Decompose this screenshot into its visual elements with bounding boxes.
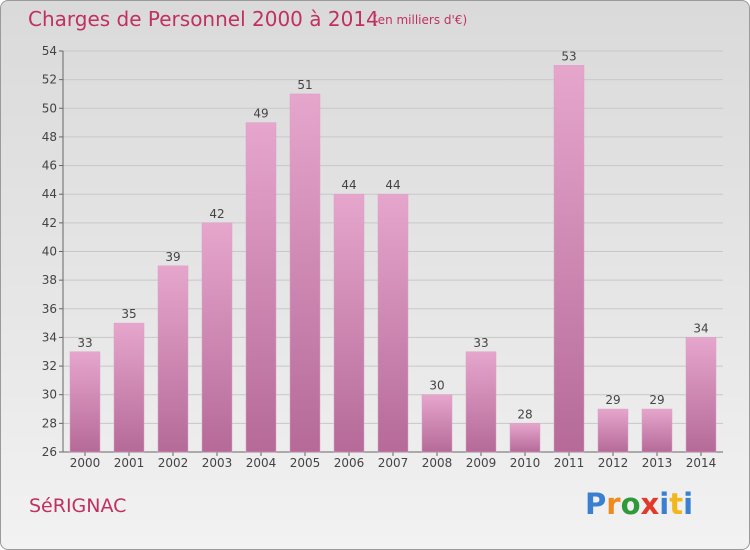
bar — [377, 193, 409, 453]
logo-letter: i — [659, 487, 670, 521]
bar — [157, 265, 189, 453]
proxiti-logo: Proxiti — [585, 487, 693, 521]
x-tick-label: 2006 — [334, 456, 365, 470]
y-tick-label: 52 — [42, 73, 57, 87]
x-tick-label: 2012 — [598, 456, 629, 470]
y-tick-label: 36 — [42, 302, 57, 316]
bar — [685, 337, 717, 453]
data-label: 44 — [385, 178, 400, 192]
data-label: 39 — [165, 250, 180, 264]
bar — [597, 408, 629, 453]
bar — [113, 322, 145, 453]
y-tick-label: 28 — [42, 416, 57, 430]
data-label: 30 — [429, 379, 444, 393]
y-tick-label: 40 — [42, 245, 57, 259]
logo-letter: t — [669, 487, 684, 521]
bar — [289, 93, 321, 453]
y-tick-label: 44 — [42, 187, 57, 201]
y-tick-label: 38 — [42, 273, 57, 287]
bar — [421, 394, 453, 453]
bar — [69, 351, 101, 453]
bar — [509, 423, 541, 453]
y-tick-label: 34 — [42, 330, 57, 344]
x-tick-label: 2007 — [378, 456, 409, 470]
bars — [69, 65, 717, 453]
x-tick-label: 2002 — [158, 456, 189, 470]
data-label: 51 — [297, 78, 312, 92]
logo-letter: i — [683, 487, 694, 521]
x-tick-label: 2001 — [114, 456, 145, 470]
chart-subtitle: (en milliers d'€) — [373, 13, 468, 27]
data-label: 42 — [209, 207, 224, 221]
y-tick-label: 48 — [42, 130, 57, 144]
data-label: 35 — [121, 307, 136, 321]
x-tick-label: 2014 — [686, 456, 717, 470]
logo-letter: x — [640, 487, 660, 521]
data-label: 49 — [253, 107, 268, 121]
bar — [333, 193, 365, 453]
commune-name: SéRIGNAC — [29, 495, 127, 517]
y-tick-label: 46 — [42, 159, 57, 173]
data-label: 33 — [473, 336, 488, 350]
y-tick-label: 50 — [42, 101, 57, 115]
x-tick-label: 2004 — [246, 456, 277, 470]
y-tick-label: 54 — [42, 44, 57, 58]
logo-letter: o — [620, 487, 641, 521]
logo-letter: r — [606, 487, 621, 521]
x-tick-label: 2010 — [510, 456, 541, 470]
y-tick-label: 30 — [42, 388, 57, 402]
bar — [465, 351, 497, 453]
y-tick-label: 26 — [42, 445, 57, 459]
x-tick-label: 2011 — [554, 456, 585, 470]
data-label: 53 — [561, 49, 576, 63]
bar — [201, 222, 233, 453]
data-label: 44 — [341, 178, 356, 192]
x-tick-label: 2013 — [642, 456, 673, 470]
data-label: 28 — [517, 407, 532, 421]
data-label: 29 — [649, 393, 664, 407]
data-label: 29 — [605, 393, 620, 407]
y-tick-label: 32 — [42, 359, 57, 373]
x-tick-label: 2000 — [70, 456, 101, 470]
bar — [245, 122, 277, 453]
data-label: 33 — [77, 336, 92, 350]
bar — [641, 408, 673, 453]
logo-letter: P — [585, 487, 607, 521]
x-tick-label: 2005 — [290, 456, 321, 470]
x-tick-label: 2009 — [466, 456, 497, 470]
data-label: 34 — [693, 321, 708, 335]
labels: 26 28 30 32 34 36 38 40 42 44 46 48 50 52 54 33 2000 35 20… — [42, 44, 717, 470]
y-tick-label: 42 — [42, 216, 57, 230]
x-tick-label: 2003 — [202, 456, 233, 470]
x-tick-label: 2008 — [422, 456, 453, 470]
chart-title: Charges de Personnel 2000 à 2014 — [28, 7, 379, 31]
bar — [553, 65, 585, 453]
